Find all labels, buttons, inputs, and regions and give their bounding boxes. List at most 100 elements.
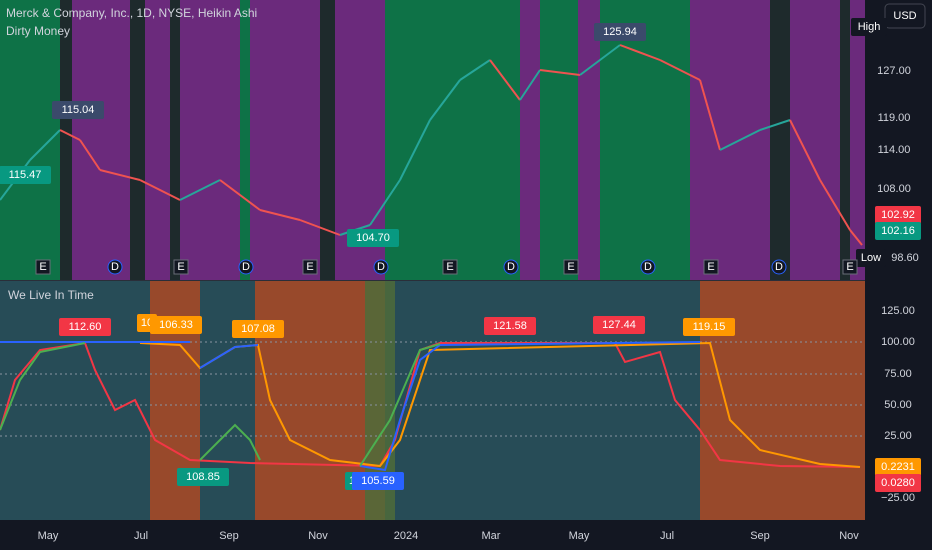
earnings-letter: E <box>846 261 853 273</box>
price-band <box>520 0 540 280</box>
currency-label[interactable]: USD <box>893 10 916 22</box>
earnings-letter: E <box>306 261 313 273</box>
current-price: 102.92 <box>881 209 915 221</box>
current-price: 102.16 <box>881 225 915 237</box>
price-band <box>250 0 320 280</box>
earnings-letter: E <box>177 261 184 273</box>
earnings-letter: E <box>567 261 574 273</box>
price-callout: 115.47 <box>9 169 42 181</box>
price-band <box>600 0 690 280</box>
price-segment <box>79 139 101 171</box>
price-callout: 104.70 <box>356 232 390 244</box>
indicator-callout-bg <box>59 318 111 336</box>
dividend-letter: D <box>377 261 385 273</box>
price-callout-bg <box>347 229 399 247</box>
high-label-bg <box>851 18 887 36</box>
dividend-marker <box>238 259 254 275</box>
price-band <box>72 0 130 280</box>
price-segment <box>579 44 621 76</box>
price-segment <box>659 59 701 81</box>
earnings-marker <box>703 259 719 275</box>
green-line <box>359 343 441 467</box>
dividend-letter: D <box>775 261 783 273</box>
indicator-axis-label: 100.00 <box>881 336 915 348</box>
chart-title: Merck & Company, Inc., 1D, NYSE, Heikin … <box>6 6 257 20</box>
earnings-marker <box>563 259 579 275</box>
green-line <box>0 342 86 431</box>
indicator-callout: 121.58 <box>493 320 527 332</box>
price-segment <box>29 129 61 161</box>
earnings-letter: E <box>446 261 453 273</box>
price-band <box>385 0 520 280</box>
indicator-callout: 105.59 <box>361 475 395 487</box>
x-axis-label: 2024 <box>394 530 418 542</box>
price-band <box>240 0 250 280</box>
x-axis-label: Jul <box>660 530 674 542</box>
indicator-callout-bg <box>683 318 735 336</box>
x-axis-bg <box>0 520 865 550</box>
current-price-bg <box>875 222 921 240</box>
price-band <box>145 0 170 280</box>
indicator-axis-label: 50.00 <box>884 399 912 411</box>
price-segment <box>719 129 761 151</box>
indicator-callout-bg <box>593 316 645 334</box>
price-band <box>130 0 145 280</box>
x-axis-label: Sep <box>219 530 239 542</box>
indicator-callout-bg <box>232 320 284 338</box>
price-segment <box>539 69 581 76</box>
price-segment <box>519 69 541 101</box>
price-band <box>690 0 705 280</box>
indicator-callout: 108.85 <box>186 471 220 483</box>
x-axis-label: Nov <box>308 530 328 542</box>
x-axis-label: Mar <box>482 530 501 542</box>
price-segment <box>759 119 791 131</box>
indicator-axis-label: 125.00 <box>881 305 915 317</box>
dividend-marker <box>503 259 519 275</box>
x-axis-label: Nov <box>839 530 859 542</box>
x-axis-label: Sep <box>750 530 770 542</box>
price-segment <box>489 59 521 101</box>
price-axis-label: 114.00 <box>878 144 911 156</box>
red-line <box>0 341 861 468</box>
price-callout: 125.94 <box>603 26 637 38</box>
price-segment <box>179 179 221 201</box>
dividend-marker <box>640 259 656 275</box>
current-price-bg <box>875 206 921 224</box>
currency-button[interactable] <box>884 3 926 29</box>
indicator-callout: 127.44 <box>602 319 636 331</box>
price-axis-label: 127.00 <box>877 65 911 77</box>
price-segment <box>619 44 661 61</box>
indicator-axis-label: 75.00 <box>884 368 912 380</box>
high-label: High <box>858 21 881 33</box>
dividend-marker <box>771 259 787 275</box>
indicator-callout: 112.60 <box>69 321 102 333</box>
indicator-callout-bg <box>177 468 229 486</box>
price-segment <box>459 59 491 81</box>
indicator-current-bg <box>875 458 921 476</box>
dividend-letter: D <box>644 261 652 273</box>
indicator-title: We Live In Time <box>8 288 94 302</box>
price-band <box>840 0 850 280</box>
price-callout: 115.04 <box>62 104 95 116</box>
x-axis-label: May <box>569 530 590 542</box>
price-band <box>320 0 335 280</box>
indicator-band <box>385 281 700 520</box>
indicator-axis-label: 25.00 <box>884 430 912 442</box>
price-band <box>578 0 600 280</box>
price-segment <box>699 79 721 151</box>
price-segment <box>219 179 261 211</box>
pane-divider <box>0 280 932 281</box>
blue-line <box>199 344 259 369</box>
earnings-marker <box>302 259 318 275</box>
indicator-callout: 106.33 <box>159 319 193 331</box>
earnings-marker <box>442 259 458 275</box>
indicator-callout-bg <box>352 472 404 490</box>
price-axis-label: 119.00 <box>878 112 911 124</box>
earnings-marker <box>35 259 51 275</box>
low-value: 98.60 <box>891 252 919 264</box>
price-segment <box>299 219 341 236</box>
earnings-marker <box>173 259 189 275</box>
earnings-marker <box>842 259 858 275</box>
price-axis-label: 108.00 <box>877 183 911 195</box>
